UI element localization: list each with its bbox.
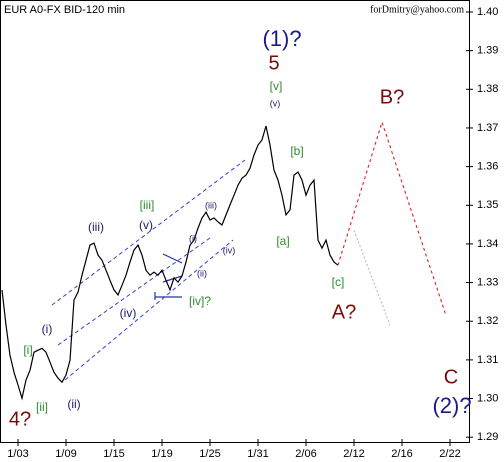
x-tick-label: 1/15 — [103, 448, 124, 460]
chart-title: EUR A0-FX BID-120 min — [4, 4, 125, 16]
wave-label: (i) — [42, 322, 53, 336]
wave-label: 5 — [268, 52, 279, 74]
y-tick-label: 1.32 — [477, 315, 498, 327]
wave-label: (2)? — [432, 393, 471, 418]
x-tick-label: 1/09 — [55, 448, 76, 460]
wave-label: (1)? — [262, 26, 301, 51]
y-tick-label: 1.38 — [477, 83, 498, 95]
x-tick-label: 1/25 — [199, 448, 220, 460]
x-tick-label: 2/22 — [439, 448, 460, 460]
y-tick-label: 1.31 — [477, 354, 498, 366]
wave-label: (iii) — [205, 200, 217, 210]
wave-label: 4? — [9, 408, 31, 430]
channel-line — [51, 159, 246, 306]
chart-subtitle: forDmitry@yahoo.com — [370, 4, 464, 15]
wave-label: [b] — [290, 144, 303, 158]
wave-label: (ii) — [67, 397, 80, 411]
y-tick-label: 1.36 — [477, 161, 498, 173]
channel-line — [64, 239, 234, 381]
x-tick-label: 2/12 — [343, 448, 364, 460]
y-tick-label: 1.29 — [477, 431, 498, 443]
y-tick-label: 1.37 — [477, 122, 498, 134]
wave-label: (i) — [189, 233, 197, 243]
series-line — [353, 230, 391, 326]
plot-frame — [0, 0, 470, 443]
wave-label: (ii) — [197, 268, 207, 278]
x-tick-label: 2/06 — [295, 448, 316, 460]
wave-label: (iv) — [120, 306, 137, 320]
y-tick-label: 1.39 — [477, 45, 498, 57]
wave-label: [v] — [270, 79, 283, 93]
channel-lines — [51, 159, 246, 381]
y-tick-label: 1.35 — [477, 199, 498, 211]
series-line — [1, 125, 339, 401]
wave-label: [iii] — [140, 198, 155, 212]
wave-label: (v) — [270, 98, 281, 108]
wave-label: [iv]? — [189, 294, 211, 308]
y-tick-label: 1.40 — [477, 6, 498, 18]
channel-line — [57, 237, 211, 346]
wave-label: (v) — [139, 218, 153, 232]
y-tick-label: 1.33 — [477, 276, 498, 288]
wave-label: B? — [380, 86, 404, 108]
wave-label: (iii) — [88, 220, 104, 234]
wave-label: [c] — [332, 275, 345, 289]
wave-label: [ii] — [36, 400, 48, 414]
wave-label: [i] — [23, 343, 32, 357]
wave-label: A? — [332, 301, 356, 323]
marker-line — [162, 253, 183, 264]
wave-label: C — [444, 366, 458, 388]
wave-label: [a] — [276, 234, 289, 248]
y-tick-label: 1.34 — [477, 238, 498, 250]
x-tick-label: 2/16 — [391, 448, 412, 460]
x-tick-label: 1/31 — [247, 448, 268, 460]
y-tick-label: 1.30 — [477, 392, 498, 404]
x-tick-label: 1/19 — [151, 448, 172, 460]
x-tick-label: 1/03 — [7, 448, 28, 460]
wave-label: (iv) — [223, 245, 236, 255]
series-line — [337, 120, 447, 316]
